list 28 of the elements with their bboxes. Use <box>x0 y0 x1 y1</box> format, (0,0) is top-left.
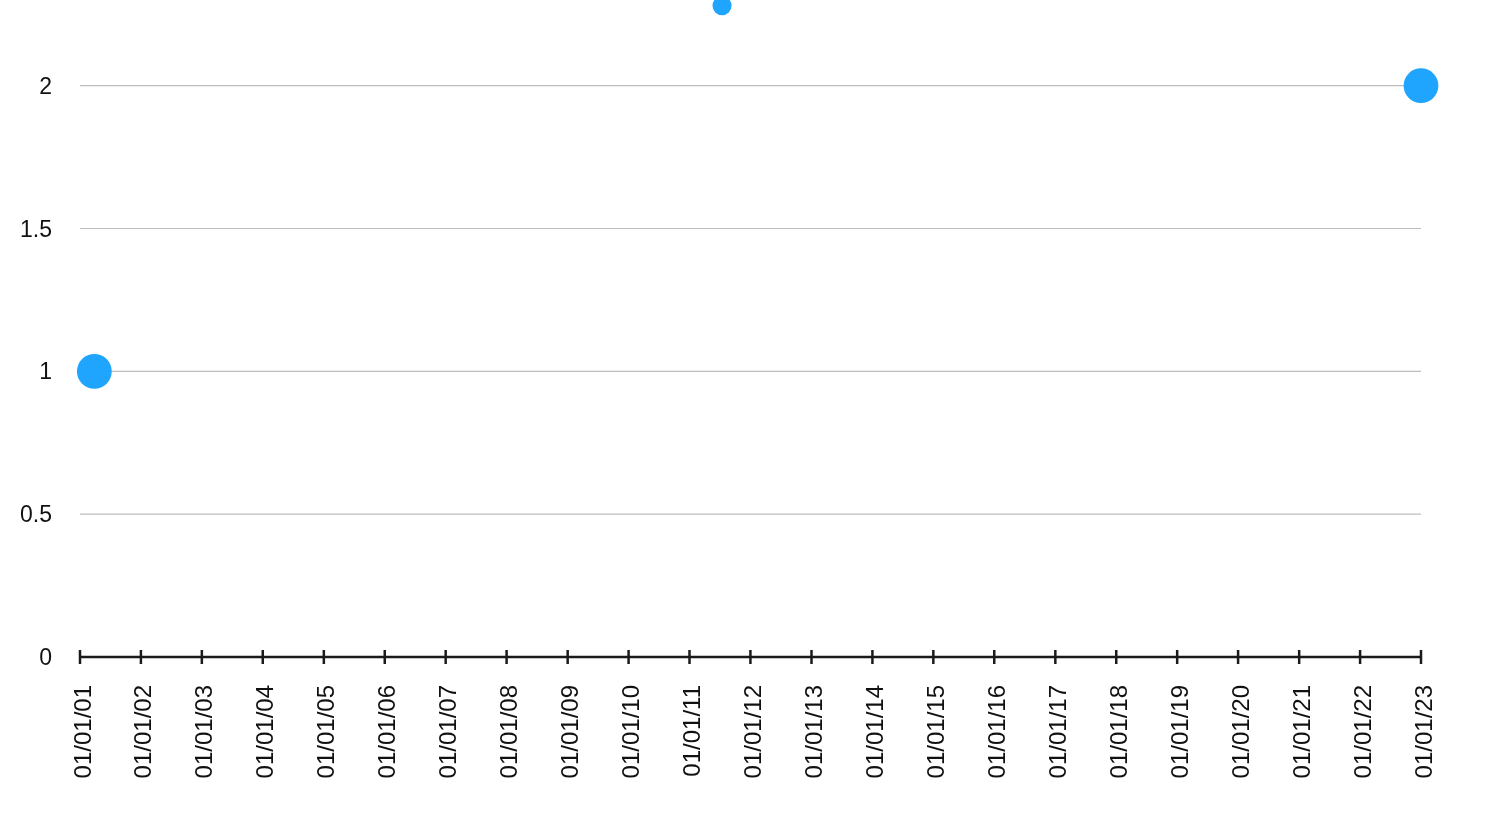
x-tick-label: 01/01/16 <box>982 685 1010 779</box>
y-tick-label: 0 <box>39 644 52 670</box>
x-tick-label: 01/01/07 <box>434 685 462 779</box>
x-tick-label: 01/01/12 <box>738 685 766 779</box>
x-tick-label: 01/01/05 <box>312 685 340 779</box>
x-tick-label: 01/01/08 <box>495 685 523 779</box>
x-tick-label: 01/01/10 <box>617 685 645 779</box>
x-tick-label: 01/01/03 <box>190 685 218 779</box>
x-tick-label: 01/01/02 <box>129 685 157 779</box>
x-tick-label: 01/01/22 <box>1348 685 1376 779</box>
x-tick-label: 01/01/15 <box>921 685 949 779</box>
x-tick-label: 01/01/20 <box>1226 685 1254 779</box>
x-tick-label: 01/01/01 <box>68 685 96 779</box>
y-tick-label: 2 <box>39 72 52 99</box>
x-tick-label: 01/01/14 <box>860 685 888 779</box>
x-tick-label: 01/01/21 <box>1287 685 1315 779</box>
y-tick-label: 1.5 <box>20 215 52 242</box>
x-tick-label: 01/01/19 <box>1165 685 1193 779</box>
x-tick-label: 01/01/13 <box>800 685 827 779</box>
x-tick-label: 01/01/09 <box>556 685 584 779</box>
x-tick-label: 01/01/11 <box>678 685 705 777</box>
x-tick-label: 01/01/17 <box>1043 685 1071 779</box>
x-tick-label: 01/01/18 <box>1104 685 1132 779</box>
y-tick-label: 0.5 <box>20 501 52 528</box>
y-tick-label: 1 <box>39 358 52 385</box>
x-tick-label: 01/01/04 <box>251 685 279 779</box>
x-tick-label: 01/01/06 <box>373 685 401 779</box>
x-tick-label: 01/01/23 <box>1409 685 1437 779</box>
